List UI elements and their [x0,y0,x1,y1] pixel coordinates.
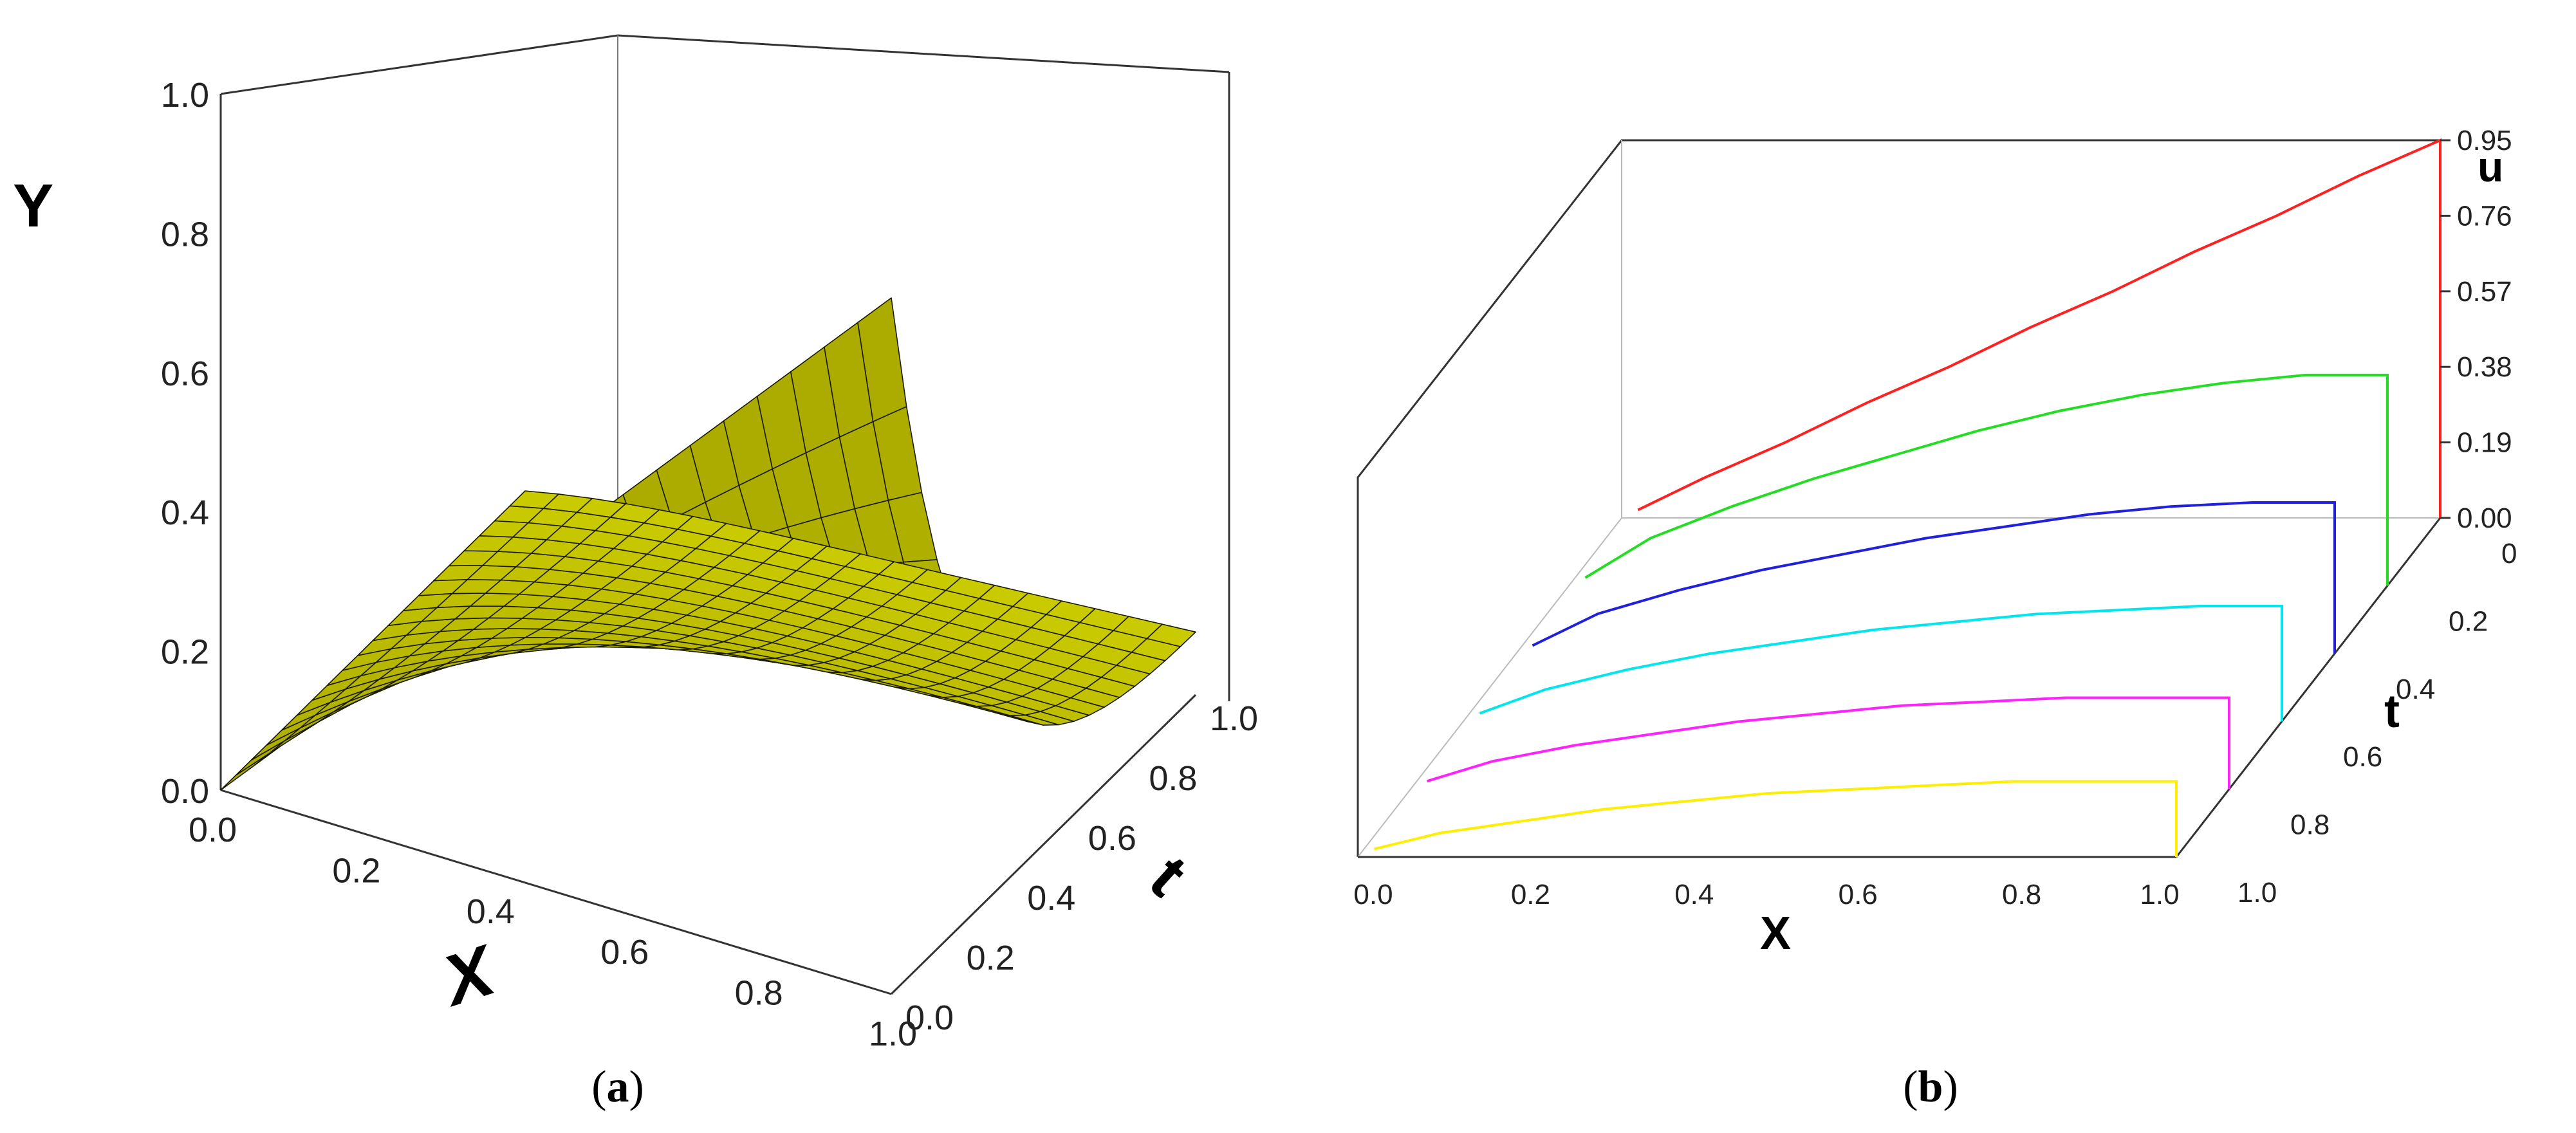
back-top-left-edge [220,34,618,95]
series-line [1637,138,2442,518]
x-axis-line [220,789,892,995]
series-line [1426,696,2230,789]
series-line [1373,780,2178,857]
t-tick-label: 0.2 [967,939,1015,977]
panel-b-box [1357,139,2442,858]
panel-b-curves [1373,138,2442,857]
panel-a: 0.00.20.40.60.81.00.00.20.40.60.81.00.00… [13,34,1258,1053]
x-tick-label: 0.0 [189,811,237,849]
x-tick-label-b: 0.4 [1674,879,1714,910]
t-tick-label: 0.8 [1149,759,1197,798]
x-tick-label: 0.6 [600,933,649,972]
t-tick-label-b: 0.4 [2396,674,2435,705]
panel-a-ticks: 0.00.20.40.60.81.00.00.20.40.60.81.00.00… [161,76,1258,1053]
z-tick-label: 0.6 [161,355,209,393]
floor-left-edge [1357,517,1622,858]
surface-mesh [220,297,1196,791]
x-tick-label-b: 0.8 [2002,879,2041,910]
u-tick-label: 0.00 [2457,502,2512,534]
t-tick-label: 1.0 [1210,699,1258,738]
surface-patch [235,740,286,776]
surface-patch [250,727,301,761]
series-line [1532,501,2336,654]
t-axis-label: t [1136,842,1200,910]
t-axis-line [890,694,1197,995]
u-axis-label: u [2478,143,2503,190]
x-tick-label: 0.8 [735,974,783,1013]
t-tick-label: 0.0 [905,999,954,1037]
u-tick-label: 0.57 [2457,276,2512,308]
z-tick-label: 1.0 [161,76,209,115]
x-tick-label-b: 1.0 [2140,879,2179,910]
z-axis-label: Y [13,172,53,240]
series-line [1479,605,2283,722]
t-tick-label-b: 0.2 [2449,605,2488,637]
x-tick-label: 1.0 [869,1015,917,1053]
t-tick-label-b: 0.8 [2290,809,2330,841]
t-tick-label-b: 0 [2501,538,2517,569]
t-tick-label: 0.4 [1027,879,1075,917]
x-tick-label-b: 0.6 [1839,879,1878,910]
x-axis-label: X [431,930,507,1022]
x-tick-label-b: 0.0 [1353,879,1393,910]
z-tick-label: 0.2 [161,633,209,672]
caption-b: (b) [1903,1062,1958,1112]
t-tick-label-b: 1.0 [2238,877,2277,908]
panel-b: 0.00 0.19 0.38 0.57 0.76 0.95 0.0 0.2 0.4 0.6 0.8 1… [1353,125,2517,959]
caption-a: (a) [591,1062,644,1112]
series-line [1584,373,2389,586]
surface-patch [509,490,559,510]
panel-b-outer-frame [1357,139,2440,857]
t-tick-label: 0.6 [1088,819,1136,858]
x-tick-label: 0.4 [467,892,515,931]
t-axis-label-b: t [2384,686,2400,737]
z-tick-label: 0.8 [161,215,209,253]
x-tick-label: 0.2 [332,851,380,890]
t-tick-label-b: 0.6 [2343,741,2382,773]
u-tick-label: 0.38 [2457,351,2512,383]
back-top-right-edge [617,34,1230,73]
panel-b-ticks: 0.00 0.19 0.38 0.57 0.76 0.95 0.0 0.2 0.4 0.6 0.8 1… [1353,125,2517,910]
surface-patch [220,752,270,791]
x-tick-label-b: 0.2 [1511,879,1550,910]
u-tick-label: 0.95 [2457,125,2512,156]
surface-patch [266,714,316,746]
x-axis-label-b: X [1760,908,1791,959]
u-tick-label: 0.19 [2457,427,2512,459]
u-tick-label: 0.76 [2457,200,2512,232]
z-tick-label: 0.4 [161,493,209,532]
t-axis-line-b [2175,517,2442,858]
panel-a-box [219,34,1230,995]
z-tick-label: 0.0 [161,772,209,811]
